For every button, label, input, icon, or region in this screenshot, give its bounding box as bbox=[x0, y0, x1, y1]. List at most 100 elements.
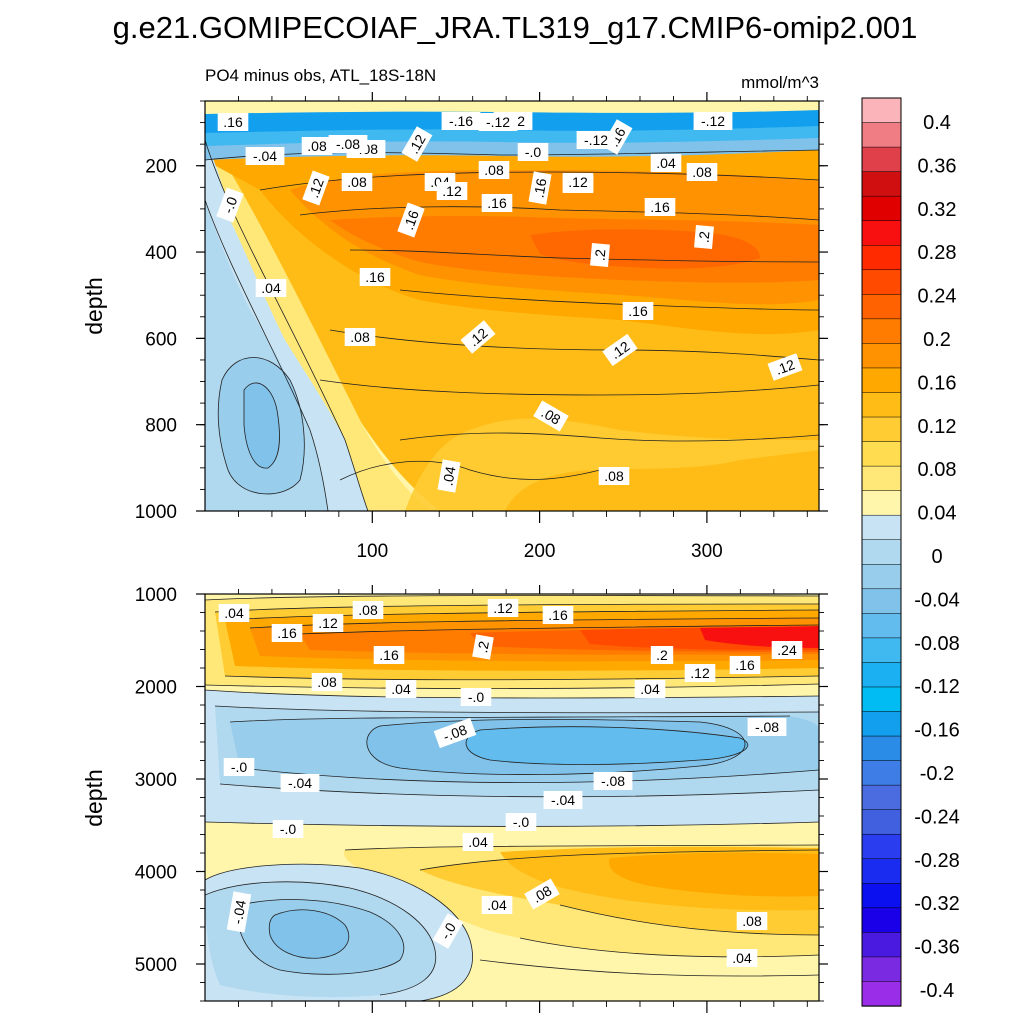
upper-contour-label: .16 bbox=[359, 268, 391, 286]
colorbar-swatch bbox=[861, 711, 902, 737]
lower-contour-label: .16 bbox=[271, 624, 303, 642]
svg-text:-.0: -.0 bbox=[513, 814, 530, 830]
upper-contour-label: .16 bbox=[217, 113, 249, 131]
lower-contour-label: -.0 bbox=[432, 913, 464, 949]
svg-text:.2: .2 bbox=[592, 248, 609, 261]
colorbar-swatch bbox=[861, 564, 902, 590]
colorbar-label: -0.12 bbox=[914, 676, 960, 698]
svg-text:.04: .04 bbox=[439, 465, 458, 487]
upper-contour-label: .08 bbox=[301, 137, 333, 155]
lower-contour-label: .12 bbox=[312, 614, 344, 632]
svg-text:.16: .16 bbox=[735, 657, 755, 673]
svg-text:.08: .08 bbox=[604, 468, 624, 484]
colorbar-swatch bbox=[861, 146, 902, 173]
colorbar-label: -0.04 bbox=[914, 589, 960, 611]
lower-contour-label: -.08 bbox=[747, 718, 787, 736]
colorbar-swatch bbox=[861, 490, 902, 516]
colorbar-swatch bbox=[861, 588, 902, 615]
svg-text:-.0: -.0 bbox=[437, 920, 459, 942]
colorbar-swatch bbox=[861, 171, 902, 197]
upper-contour-label: .16 bbox=[481, 194, 513, 212]
svg-text:.08: .08 bbox=[358, 602, 378, 618]
upper-contour-label: .12 bbox=[401, 126, 433, 162]
colorbar-label: 0.32 bbox=[918, 199, 957, 221]
colorbar-swatch bbox=[861, 662, 902, 688]
y-tick-label: 4000 bbox=[135, 863, 177, 884]
colorbar-swatch bbox=[861, 122, 902, 148]
upper-contour-label: .12 bbox=[436, 182, 468, 200]
colorbar-swatch bbox=[861, 858, 902, 884]
lower-contour-label: .04 bbox=[218, 604, 250, 622]
x-tick-label: 300 bbox=[691, 541, 723, 562]
lower-contour-label: .12 bbox=[487, 599, 519, 617]
upper-contour-label: .16 bbox=[622, 302, 654, 320]
svg-text:.12: .12 bbox=[773, 356, 797, 378]
lower-contour-label: .04 bbox=[481, 896, 513, 914]
lower-contour-label: -.04 bbox=[280, 774, 320, 792]
colorbar-label: 0 bbox=[931, 546, 942, 568]
upper-contour-label: .04 bbox=[437, 459, 461, 493]
svg-text:.16: .16 bbox=[628, 303, 648, 319]
colorbar-swatch bbox=[861, 441, 902, 467]
lower-ylabel: depth bbox=[81, 769, 107, 827]
colorbar-swatch bbox=[861, 294, 902, 320]
lower-contour-label: .12 bbox=[684, 664, 716, 682]
svg-text:.16: .16 bbox=[487, 195, 507, 211]
colorbar-swatch bbox=[861, 833, 902, 860]
upper-contour-label: .08 bbox=[533, 400, 569, 432]
svg-text:-.0: -.0 bbox=[231, 759, 248, 775]
svg-text:.04: .04 bbox=[640, 681, 660, 697]
upper-contour-label: .08 bbox=[341, 173, 373, 191]
upper-contour-label: -.0 bbox=[216, 187, 244, 223]
colorbar-swatch bbox=[861, 613, 902, 639]
colorbar-swatch bbox=[861, 318, 902, 345]
svg-text:.12: .12 bbox=[568, 174, 588, 190]
colorbar-swatch bbox=[861, 465, 902, 492]
svg-text:.12: .12 bbox=[305, 176, 327, 200]
lower-contour-label: .08 bbox=[524, 878, 560, 910]
upper-contour-label: -.0 bbox=[517, 143, 549, 161]
upper-contour-label: .16 bbox=[644, 198, 676, 216]
upper-ylabel: depth bbox=[81, 277, 107, 335]
colorbar-label: -0.08 bbox=[914, 633, 960, 655]
upper-contour-label: .08 bbox=[478, 161, 510, 179]
svg-text:-.04: -.04 bbox=[288, 775, 312, 791]
lower-contour-label: .16 bbox=[373, 646, 405, 664]
chart-subtitle: PO4 minus obs, ATL_18S-18N bbox=[205, 66, 436, 85]
lower-contour-label: -.0 bbox=[272, 820, 304, 838]
colorbar-label: -0.36 bbox=[914, 937, 960, 959]
lower-panel-field bbox=[205, 594, 819, 1001]
colorbar-swatch bbox=[861, 416, 902, 443]
svg-text:.2: .2 bbox=[656, 647, 668, 663]
svg-text:-.04: -.04 bbox=[229, 899, 249, 926]
lower-contour-label: -.0 bbox=[505, 813, 537, 831]
colorbar-label: -0.24 bbox=[914, 806, 960, 828]
upper-contour-label: .2 bbox=[590, 243, 610, 267]
y-tick-label: 600 bbox=[145, 329, 177, 350]
upper-contour-label: .16 bbox=[397, 202, 425, 238]
y-tick-label: 1000 bbox=[135, 585, 177, 606]
colorbar-label: 0.16 bbox=[918, 372, 957, 394]
svg-text:.04: .04 bbox=[656, 155, 676, 171]
upper-contour-label: .08 bbox=[344, 328, 376, 346]
y-tick-label: 2000 bbox=[135, 678, 177, 699]
svg-text:-.12: -.12 bbox=[584, 132, 608, 148]
lower-contour-label: -.04 bbox=[226, 891, 252, 933]
svg-text:-.0: -.0 bbox=[220, 194, 241, 215]
svg-text:.12: .12 bbox=[493, 600, 513, 616]
upper-contour-label: .08 bbox=[598, 467, 630, 485]
y-tick-label: 3000 bbox=[135, 770, 177, 791]
colorbar-swatch bbox=[861, 784, 902, 811]
colorbar-swatch bbox=[861, 956, 902, 983]
colorbar-swatch bbox=[861, 244, 902, 271]
colorbar-label: -0.28 bbox=[914, 850, 960, 872]
colorbar: 0.4 0.36 0.32 0.28 0.24 0.2 0.16 0.12 0.08 0.04 0 -… bbox=[861, 97, 960, 1007]
upper-contour-label: .12 bbox=[767, 353, 803, 381]
colorbar-label: -0.16 bbox=[914, 720, 960, 742]
lower-contour-label: .04 bbox=[462, 833, 494, 851]
svg-text:.08: .08 bbox=[350, 329, 370, 345]
svg-text:.08: .08 bbox=[692, 164, 712, 180]
units-label: mmol/m^3 bbox=[741, 73, 819, 92]
colorbar-swatch bbox=[861, 392, 902, 418]
colorbar-label: 0.28 bbox=[918, 242, 957, 264]
